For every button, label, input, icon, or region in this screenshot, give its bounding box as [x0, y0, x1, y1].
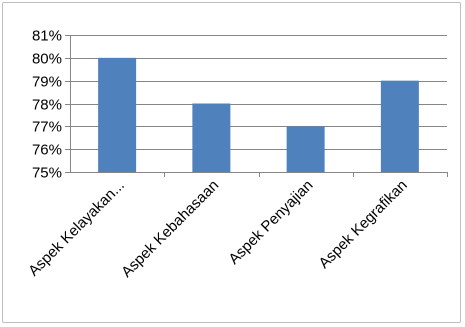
x-category-label: Aspek Kegrafikan — [316, 177, 411, 272]
bar[interactable] — [98, 57, 137, 173]
x-category-label: Aspek Penyajian — [225, 177, 316, 268]
bar[interactable] — [286, 126, 325, 172]
x-category-label: Aspek Kelayakan... — [25, 177, 128, 280]
y-tick-label: 75% — [32, 165, 62, 182]
x-category-label: Aspek Kebahasaan — [118, 177, 222, 281]
bar[interactable] — [192, 103, 231, 173]
y-tick-label: 77% — [32, 119, 62, 136]
bar[interactable] — [380, 80, 419, 172]
y-tick-label: 80% — [32, 51, 62, 68]
y-tick-label: 79% — [32, 74, 62, 91]
y-tick-label: 81% — [32, 28, 62, 45]
y-tick-label: 78% — [32, 97, 62, 114]
y-tick-label: 76% — [32, 142, 62, 159]
